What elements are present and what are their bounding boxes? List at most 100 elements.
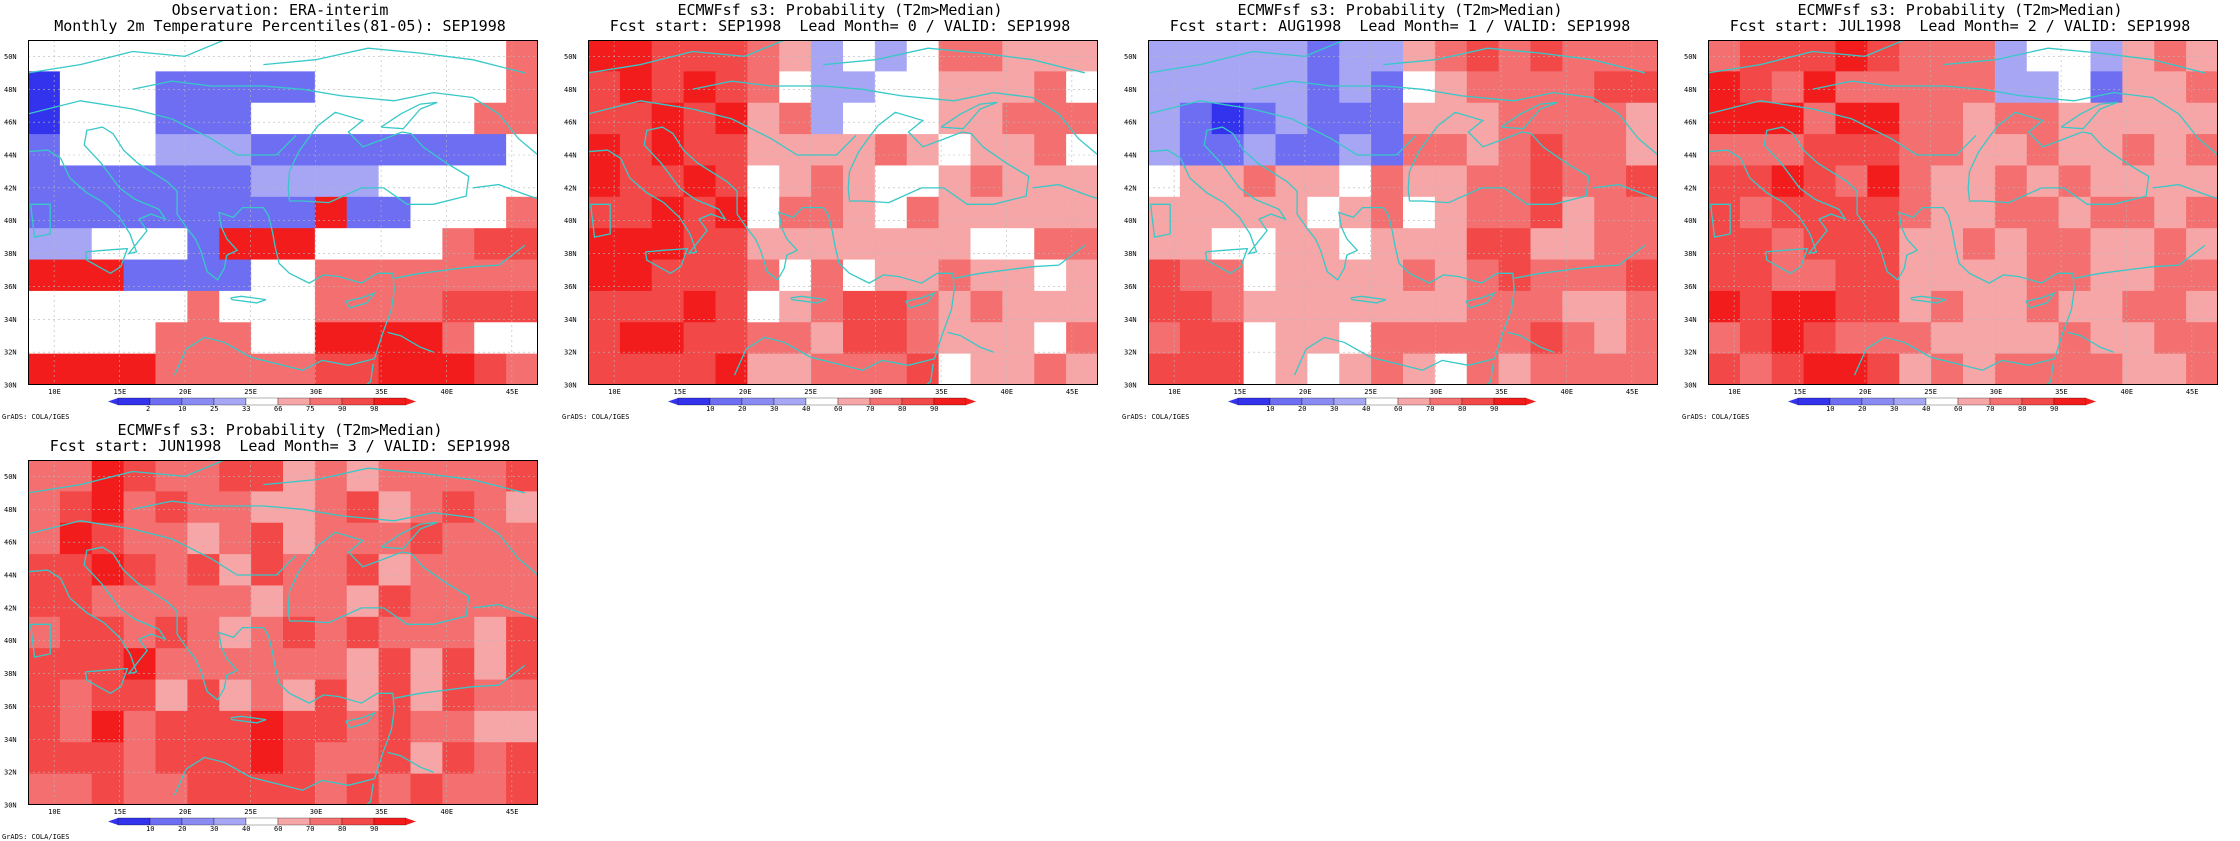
lon-tick-label: 30E — [1990, 388, 2003, 396]
grid-cell — [219, 616, 252, 649]
grid-cell — [59, 134, 93, 167]
coastline — [588, 100, 857, 156]
grid-cell — [1708, 102, 1741, 135]
grid-cell — [1771, 40, 1805, 72]
lat-tick-label: 36N — [4, 703, 17, 711]
lon-tick-label: 45E — [1066, 388, 1079, 396]
grid-cell — [619, 196, 653, 229]
lon-tick-label: 15E — [674, 388, 687, 396]
grid-cell — [2058, 228, 2092, 261]
coastline — [1910, 295, 1947, 304]
grid-cell — [346, 616, 380, 649]
grid-cell — [59, 554, 93, 587]
coastline — [287, 531, 470, 625]
panel-title: ECMWFsf s3: Probability (T2m>Median) — [1797, 1, 2123, 19]
grid-cell — [2090, 102, 2123, 135]
colorbar-swatch — [2021, 397, 2055, 406]
coastline — [905, 291, 937, 309]
grid-cell — [314, 165, 348, 198]
grid-cell — [715, 259, 748, 292]
grid-cell — [1899, 353, 1932, 385]
grid-cell — [155, 165, 188, 198]
grid-cell — [588, 165, 621, 198]
colorbar-swatch — [245, 397, 279, 406]
grid-cell — [378, 102, 412, 135]
map-frame — [1708, 40, 2218, 385]
lat-tick-label: 30N — [4, 382, 17, 390]
grid-cell — [59, 679, 93, 712]
lon-tick-label: 45E — [1626, 388, 1639, 396]
colorbar-label: 60 — [1954, 405, 1962, 412]
grid-cell — [1403, 196, 1436, 229]
colorbar-arrow-right — [1526, 398, 1536, 405]
grid-cell — [1899, 196, 1932, 229]
colorbar-label: 70 — [1426, 405, 1434, 412]
coastline — [364, 783, 374, 805]
grid-cell — [1066, 40, 1098, 72]
grid-cell — [811, 228, 844, 261]
grid-cell — [442, 134, 475, 167]
grid-cell — [1931, 134, 1964, 167]
grid-cell — [1148, 353, 1181, 385]
grid-cell — [683, 134, 717, 167]
grid-cell — [506, 710, 538, 743]
grid-cell — [219, 165, 252, 198]
grid-cell — [1243, 134, 1277, 167]
grid-cell — [1994, 353, 2028, 385]
colorbar-arrow-left — [1228, 398, 1238, 405]
coastline — [1407, 111, 1590, 205]
grid-cell — [506, 585, 538, 618]
grid-cell — [28, 290, 61, 323]
grid-cell — [1148, 102, 1181, 135]
map-plot — [588, 40, 1098, 385]
grid-cell — [442, 196, 475, 229]
grid-cell — [1339, 40, 1372, 72]
coastline — [28, 460, 225, 494]
grid-cell — [91, 196, 125, 229]
grid-cell — [1339, 353, 1372, 385]
grid-cell — [811, 290, 844, 323]
grid-cell — [1211, 71, 1245, 104]
coastline — [28, 40, 225, 74]
lon-tick-label: 40E — [1000, 388, 1013, 396]
grid-cell — [1867, 196, 1900, 229]
grid-cell — [378, 353, 412, 385]
coastline — [1708, 40, 1905, 74]
grid-cell — [2154, 228, 2187, 261]
grid-cell — [2026, 134, 2060, 167]
lat-tick-label: 50N — [564, 53, 577, 61]
grid-cell — [1626, 353, 1658, 385]
grid-cell — [779, 165, 812, 198]
lon-tick-label: 30E — [310, 388, 323, 396]
grid-cell — [1594, 196, 1627, 229]
grid-cell — [219, 522, 252, 555]
grid-cell — [1867, 290, 1900, 323]
grid-cell — [251, 322, 284, 355]
grid-cell — [747, 290, 780, 323]
grid-cell — [1771, 353, 1805, 385]
grid-cell — [1211, 290, 1245, 323]
colorbar-label: 80 — [898, 405, 906, 412]
grid-cell — [474, 228, 507, 261]
coastline — [1507, 331, 1554, 353]
colorbar-label: 98 — [370, 405, 378, 412]
grid-cell — [1434, 134, 1468, 167]
grads-credit: GrADS: COLA/IGES — [1682, 413, 1750, 421]
coastline — [380, 521, 438, 550]
grid-cell — [1275, 165, 1308, 198]
grid-cell — [588, 353, 621, 385]
grid-cell — [1771, 102, 1805, 135]
grid-cell — [91, 648, 125, 681]
lat-tick-label: 30N — [4, 802, 17, 810]
colorbar-label: 20 — [738, 405, 746, 412]
colorbar-swatch — [1861, 397, 1895, 406]
grid-cell — [1994, 134, 2028, 167]
grid-cell — [28, 460, 61, 492]
grid-cell — [811, 40, 844, 72]
grid-cell — [314, 322, 348, 355]
lat-tick-label: 34N — [4, 316, 17, 324]
grid-cell — [1530, 228, 1563, 261]
grid-cell — [187, 353, 220, 385]
grid-cell — [1963, 290, 1996, 323]
